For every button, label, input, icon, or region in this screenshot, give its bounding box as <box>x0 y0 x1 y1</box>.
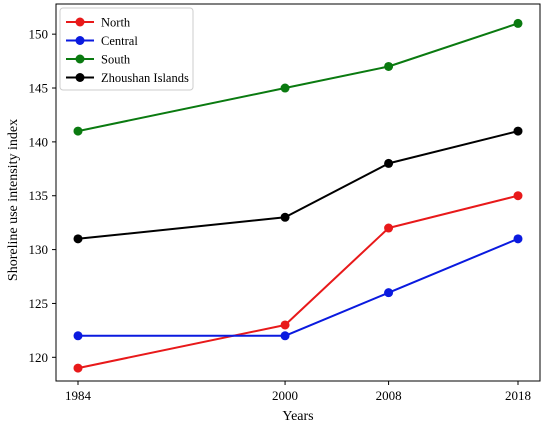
data-point-north <box>513 191 523 201</box>
data-point-north <box>73 363 83 373</box>
legend-swatch-marker <box>75 17 85 27</box>
axis-ticks: 1984 2000 2008 2018 120 125 130 135 140 145 150 <box>29 27 532 403</box>
data-point-zhoushan-islands <box>384 158 394 168</box>
y-tick-label: 135 <box>29 188 49 203</box>
x-tick-label: 1984 <box>65 388 92 403</box>
data-point-north <box>280 320 290 330</box>
series-north <box>73 191 523 373</box>
series-layer <box>73 18 523 373</box>
data-point-zhoushan-islands <box>280 212 290 222</box>
legend-item-central: Central <box>66 34 138 48</box>
legend-label: Central <box>101 34 138 48</box>
legend-swatch-marker <box>75 73 85 82</box>
series-line-central <box>78 237 519 337</box>
legend-label: South <box>101 53 131 67</box>
series-line-north <box>77 194 519 370</box>
data-point-central <box>280 331 290 341</box>
legend-item-north: North <box>66 16 131 30</box>
legend-label: Zhoushan Islands <box>101 71 189 85</box>
series-line-zhoushan-islands <box>77 130 519 240</box>
legend-box <box>59 7 194 91</box>
data-point-south <box>513 18 523 28</box>
data-point-zhoushan-islands <box>73 234 83 244</box>
y-tick-label: 150 <box>29 27 49 42</box>
data-point-central <box>73 331 83 341</box>
series-line-south <box>77 22 519 133</box>
data-point-central <box>384 288 394 298</box>
x-axis-label: Years <box>282 409 313 424</box>
legend-label: North <box>101 16 131 30</box>
plot-area: 1984 2000 2008 2018 120 125 130 135 140 145 150 <box>29 3 541 403</box>
y-tick-label: 125 <box>29 296 49 311</box>
data-point-south <box>73 126 83 136</box>
legend-item-zhoushan-islands: Zhoushan Islands <box>66 71 189 85</box>
x-tick-label: 2000 <box>272 388 298 403</box>
legend-item-south: South <box>66 53 131 67</box>
series-south <box>73 18 523 136</box>
series-central <box>73 234 523 341</box>
data-point-south <box>384 61 394 71</box>
plot-frame <box>55 3 541 382</box>
data-point-north <box>384 223 394 233</box>
legend-swatch-marker <box>75 36 85 45</box>
x-tick-label: 2018 <box>505 388 531 403</box>
y-axis-label: Shoreline use intensity index <box>6 119 21 281</box>
y-tick-label: 120 <box>29 350 49 365</box>
legend: North Central South Zhoushan Islands <box>59 7 194 91</box>
legend-swatch-marker <box>75 54 85 64</box>
data-point-central <box>513 234 523 244</box>
series-zhoushan-islands <box>73 126 523 244</box>
data-point-south <box>280 83 290 93</box>
y-tick-label: 140 <box>29 134 49 149</box>
y-tick-label: 130 <box>29 242 49 257</box>
data-point-zhoushan-islands <box>513 126 523 136</box>
y-tick-label: 145 <box>29 81 49 96</box>
x-tick-label: 2008 <box>376 388 402 403</box>
